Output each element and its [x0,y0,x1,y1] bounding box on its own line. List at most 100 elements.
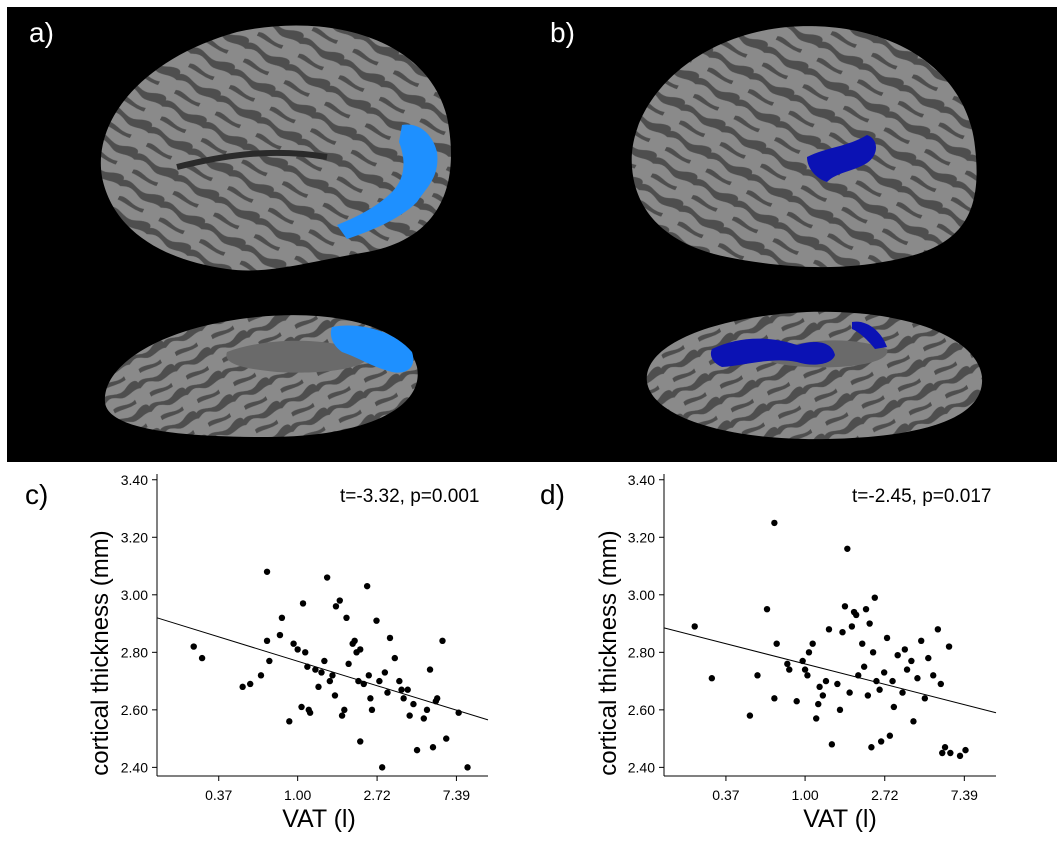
data-point [357,646,364,653]
data-point [360,680,367,688]
data-point [941,744,949,751]
data-point [903,666,911,673]
data-point [312,666,319,673]
data-point [338,712,346,719]
data-point [413,746,421,754]
data-point [784,660,791,668]
brain-a-medial [104,315,418,437]
cluster-a-lateral [337,124,438,239]
data-point [871,594,878,601]
x-tick-label: 0.37 [712,787,739,803]
data-point [876,686,883,693]
data-point [455,709,462,716]
y-axis-label-d: cortical thickness (mm) [595,530,622,775]
data-point [306,709,314,716]
data-point [294,646,301,653]
y-tick-label: 2.40 [121,759,148,775]
plot-area-c: 2.40 2.60 2.80 3.00 3.20 3.40 0.37 1.00 2.72 7.39 [121,472,489,803]
brain-surface-panel: a) b) [7,7,1057,462]
data-point [332,603,340,610]
regression-line [663,627,997,714]
data-point [889,677,896,685]
data-point [198,654,206,662]
data-point [433,695,441,702]
data-point [357,738,364,745]
data-point [263,568,271,575]
data-point [276,631,284,639]
data-point [355,677,362,685]
data-point [886,732,894,739]
data-point [925,654,932,662]
data-point [869,649,877,656]
data-point [336,597,343,604]
data-point [848,623,856,630]
data-point [263,637,271,645]
data-point [918,637,925,645]
data-point [859,640,866,647]
data-point [345,660,352,668]
x-tick-label: 0.37 [205,787,232,803]
data-point [315,683,322,691]
brain-b-lateral [631,26,977,268]
data-point [862,605,870,613]
data-point [805,649,813,656]
regression-line [156,617,489,721]
data-point [866,620,873,627]
data-point [754,672,761,679]
data-point [914,675,921,682]
scatter-plot-d: d) t=-2.45, p=0.017 cortical thickness (… [540,472,997,833]
data-point [786,666,793,673]
data-point [813,715,820,722]
data-point [290,640,297,647]
data-point [873,677,880,685]
data-point [799,657,806,665]
cluster-a-medial [330,325,414,373]
data-point [947,749,954,757]
y-axis-label-c: cortical thickness (mm) [87,530,114,775]
x-tick-label: 7.39 [951,787,978,803]
scatter-plots: c) t=-3.32, p=0.001 cortical thickness (… [0,462,1057,841]
data-point [257,672,265,679]
data-point [828,741,836,748]
data-point [771,695,778,702]
data-point [266,657,273,665]
data-point [937,680,945,688]
data-point [384,689,391,696]
data-point [429,744,437,751]
cluster-b-medial [710,338,835,367]
data-point [443,735,450,742]
y-tick-label: 2.60 [121,702,148,718]
y-tick-label: 2.40 [628,759,655,775]
data-point [883,634,891,642]
data-point [921,695,929,702]
panel-label-b: b) [550,17,575,48]
y-tick-label: 3.40 [121,472,148,488]
data-point [302,649,309,656]
y-tick-label: 3.00 [121,587,148,603]
data-point [822,677,830,685]
stat-annotation-d: t=-2.45, p=0.017 [852,486,991,507]
data-point [834,680,841,688]
data-point [801,666,809,673]
data-point [945,643,953,650]
stat-annotation-c: t=-3.32, p=0.001 [340,486,479,507]
data-point [381,669,389,676]
data-point [365,672,372,679]
data-point [793,698,800,705]
data-point [708,675,716,682]
data-point [363,582,371,590]
data-point [868,744,875,751]
data-point [934,626,942,633]
y-tick-label: 2.60 [628,702,655,718]
data-point [939,749,946,757]
data-point [329,672,336,679]
data-point [899,689,906,696]
data-point [819,692,827,699]
panel-label-a: a) [29,17,54,48]
x-axis-label-c: VAT (l) [282,805,356,833]
data-point [844,545,851,552]
data-point [855,672,862,679]
data-point [367,695,374,702]
data-point [343,614,350,622]
data-point [962,746,969,754]
